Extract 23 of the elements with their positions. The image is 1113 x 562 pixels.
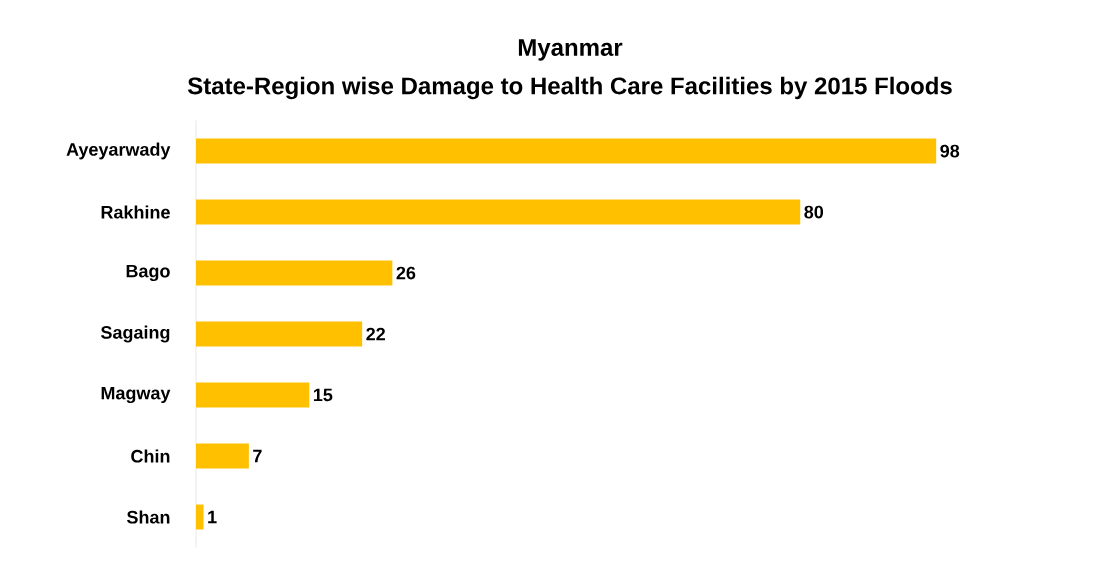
y-tick-label: Bago (126, 264, 170, 282)
chart-title: Myanmar (518, 39, 623, 61)
y-tick-label: Shan (126, 510, 170, 524)
bar (196, 504, 204, 530)
data-label: 98 (940, 144, 960, 158)
bar (196, 138, 937, 164)
chart-subtitle: State-Region wise Damage to Health Care Facilities by 2015 Floods (187, 76, 952, 100)
bar (196, 321, 363, 347)
y-tick-label: Sagaing (100, 325, 170, 343)
y-tick-label: Rakhine (101, 205, 170, 219)
data-label: 7 (253, 449, 262, 463)
data-label: 22 (366, 327, 385, 341)
y-tick-label: Magway (101, 386, 171, 404)
bar (196, 260, 393, 286)
data-label: 15 (313, 388, 333, 402)
y-tick-label: Ayeyarwady (66, 142, 171, 160)
bar (196, 199, 801, 225)
bar (196, 382, 310, 408)
y-tick-label: Chin (131, 449, 170, 463)
data-label: 1 (208, 510, 217, 524)
bar (196, 443, 249, 469)
data-label: 26 (396, 266, 416, 280)
data-label: 80 (804, 205, 824, 219)
